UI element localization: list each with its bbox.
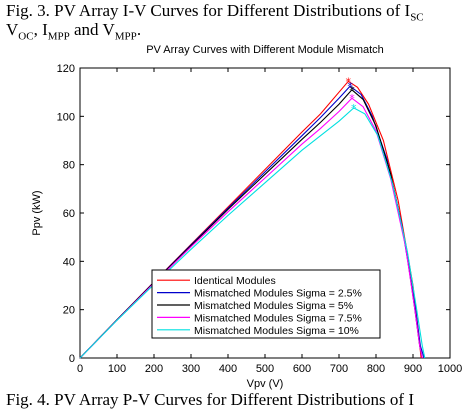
figure-caption-top-line2: VOC, IMPP and VMPP. (6, 20, 142, 43)
x-tick-label: 0 (77, 363, 83, 375)
y-tick-label: 120 (57, 63, 75, 75)
mpp-marker-0: * (346, 75, 352, 88)
legend-label-4: Mismatched Modules Sigma = 10% (194, 325, 359, 337)
x-axis-label: Vpv (V) (247, 378, 284, 390)
x-tick-label: 400 (219, 363, 237, 375)
series-layer: ***** (79, 75, 426, 359)
y-tick-label: 80 (63, 160, 75, 172)
legend-box (151, 269, 381, 339)
x-tick-label: 300 (182, 363, 200, 375)
y-axis-label: Ppv (kW) (31, 190, 43, 235)
chart-title: PV Array Curves with Different Module Mi… (146, 44, 384, 56)
pv-curve-chart: PV Array Curves with Different Module Mi… (31, 44, 462, 390)
x-tick-label: 200 (145, 363, 163, 375)
y-tick-label: 100 (57, 111, 75, 123)
legend-label-3: Mismatched Modules Sigma = 7.5% (194, 312, 362, 324)
mpp-marker-1: * (347, 80, 353, 93)
legend-label-1: Mismatched Modules Sigma = 2.5% (194, 288, 362, 300)
y-tick-label: 20 (63, 305, 75, 317)
x-tick-label: 600 (293, 363, 311, 375)
mpp-marker-2: * (349, 84, 355, 97)
figure-caption-top-line1: Fig. 3. PV Array I-V Curves for Differen… (6, 1, 424, 24)
y-tick-label: 0 (69, 353, 75, 365)
x-axis-ticks: 0 100 200 300 400 500 600 700 800 900 1000 (77, 68, 462, 375)
x-tick-label: 700 (330, 363, 348, 375)
y-tick-label: 40 (63, 256, 75, 268)
mpp-marker-3: * (349, 92, 355, 105)
y-axis-ticks: 0 20 40 60 80 100 120 (57, 63, 450, 365)
series-line-3 (79, 97, 423, 359)
x-tick-label: 1000 (438, 363, 462, 375)
y-tick-label: 60 (63, 208, 75, 220)
x-tick-label: 100 (108, 363, 126, 375)
x-tick-label: 500 (256, 363, 274, 375)
x-tick-label: 800 (367, 363, 385, 375)
mpp-marker-4: * (351, 102, 357, 115)
figure-caption-bottom: Fig. 4. PV Array P-V Curves for Differen… (6, 390, 414, 409)
x-tick-label: 900 (404, 363, 422, 375)
legend-label-0: Identical Modules (194, 275, 276, 287)
series-line-4 (79, 107, 426, 359)
legend-label-2: Mismatched Modules Sigma = 5% (194, 300, 353, 312)
